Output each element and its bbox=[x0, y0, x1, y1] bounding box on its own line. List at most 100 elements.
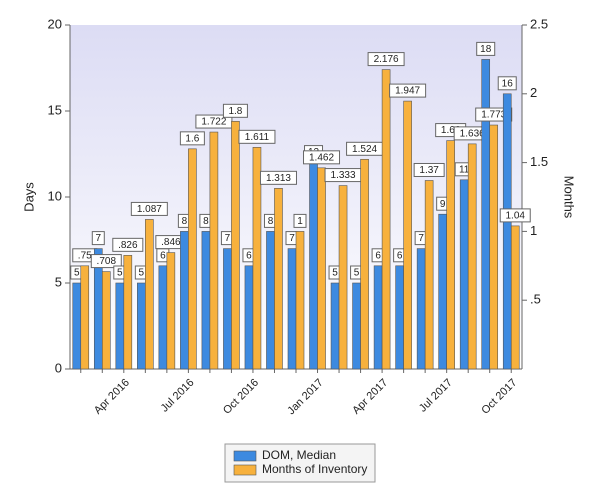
bar bbox=[424, 180, 434, 370]
legend bbox=[224, 443, 376, 483]
bar bbox=[231, 121, 240, 370]
data-label: 1.333 bbox=[331, 170, 356, 181]
data-label: 1 bbox=[297, 216, 303, 227]
bar bbox=[403, 100, 412, 370]
bar bbox=[287, 248, 297, 370]
data-label-box bbox=[238, 129, 276, 144]
bar bbox=[180, 231, 189, 370]
bar bbox=[395, 265, 404, 370]
data-label: 7 bbox=[225, 233, 231, 244]
data-label-box bbox=[90, 254, 122, 269]
bar bbox=[338, 185, 348, 370]
y-tick-label: 0 bbox=[55, 360, 62, 375]
data-label-box bbox=[91, 231, 105, 246]
data-label: 1.37 bbox=[419, 165, 439, 176]
data-label-box bbox=[179, 131, 205, 146]
data-label: .826 bbox=[118, 240, 138, 251]
data-label: 7 bbox=[289, 233, 295, 244]
y2-tick-label: 2.5 bbox=[530, 16, 548, 31]
data-label: 1.462 bbox=[309, 152, 334, 163]
data-label: .846 bbox=[161, 237, 181, 248]
bar bbox=[459, 179, 469, 370]
data-label: 1.773 bbox=[481, 110, 506, 121]
data-label: 2.176 bbox=[374, 54, 399, 65]
data-label: .708 bbox=[97, 256, 117, 267]
bar bbox=[295, 231, 305, 370]
bar bbox=[166, 252, 176, 370]
bar bbox=[209, 131, 219, 370]
bar bbox=[309, 162, 318, 370]
bar bbox=[252, 147, 262, 370]
data-label: 1.524 bbox=[352, 144, 377, 155]
bar bbox=[80, 265, 90, 370]
data-label: 1.947 bbox=[395, 86, 420, 97]
data-label: 7 bbox=[96, 233, 102, 244]
data-label: 1.8 bbox=[228, 106, 242, 117]
data-label: 1.636 bbox=[460, 129, 485, 140]
data-label: 5 bbox=[74, 268, 80, 279]
y2-tick-label: 1.5 bbox=[530, 154, 548, 169]
data-label: 6 bbox=[397, 250, 403, 261]
x-tick-label: Jul 2016 bbox=[159, 377, 197, 415]
data-label-box bbox=[367, 52, 405, 67]
data-label-box bbox=[475, 107, 513, 122]
data-label: 8 bbox=[268, 216, 274, 227]
y2-tick-label: 2 bbox=[530, 85, 537, 100]
data-label-box bbox=[497, 76, 517, 91]
data-label: 16 bbox=[502, 78, 514, 89]
data-label: 1.611 bbox=[245, 132, 270, 143]
legend-swatch bbox=[233, 464, 257, 476]
bar bbox=[438, 213, 447, 370]
x-tick-label: Jan 2017 bbox=[285, 377, 325, 417]
bar bbox=[274, 188, 283, 370]
bar bbox=[123, 255, 133, 370]
bar bbox=[266, 231, 275, 370]
bar bbox=[145, 219, 154, 370]
data-label-box bbox=[293, 213, 307, 228]
data-label: 8 bbox=[182, 216, 188, 227]
bar bbox=[502, 93, 512, 370]
y-tick-label: 15 bbox=[48, 102, 62, 117]
bar bbox=[510, 225, 520, 370]
legend-swatch bbox=[233, 450, 257, 462]
bar bbox=[416, 248, 426, 370]
data-label-box bbox=[476, 41, 496, 56]
data-label: .75 bbox=[78, 250, 92, 261]
y-tick-label: 20 bbox=[48, 16, 62, 31]
y-axis-title: Days bbox=[21, 182, 36, 212]
bar bbox=[115, 282, 125, 370]
data-label-box bbox=[130, 201, 168, 216]
bar bbox=[446, 140, 455, 370]
data-label: 6 bbox=[160, 250, 166, 261]
bar bbox=[137, 282, 146, 370]
data-label: 18 bbox=[480, 44, 492, 55]
x-tick-label: Oct 2016 bbox=[221, 377, 261, 417]
data-label-box bbox=[303, 150, 341, 165]
legend-label: Months of Inventory bbox=[262, 462, 367, 476]
data-label: 1.04 bbox=[506, 211, 526, 222]
legend-label: DOM, Median bbox=[262, 448, 336, 462]
data-label: 7 bbox=[418, 233, 424, 244]
y2-tick-label: 1 bbox=[530, 223, 537, 238]
data-label-box bbox=[389, 83, 427, 98]
x-tick-label: Apr 2017 bbox=[350, 377, 390, 417]
x-tick-label: Jul 2017 bbox=[417, 377, 455, 415]
x-tick-label: Apr 2016 bbox=[92, 377, 132, 417]
bar bbox=[352, 282, 361, 370]
data-label: 9 bbox=[440, 199, 446, 210]
bar bbox=[481, 59, 491, 370]
data-label-box bbox=[112, 237, 144, 252]
bar bbox=[489, 124, 499, 370]
bar bbox=[317, 167, 326, 370]
y2-tick-label: .5 bbox=[530, 292, 541, 307]
y2-axis-title: Months bbox=[562, 176, 577, 219]
data-label-box bbox=[499, 208, 531, 223]
x-tick-label: Oct 2017 bbox=[479, 377, 519, 417]
bar bbox=[188, 148, 197, 370]
bar bbox=[244, 265, 254, 370]
bar bbox=[330, 282, 340, 370]
bar bbox=[373, 265, 383, 370]
data-label-box bbox=[413, 162, 445, 177]
bar bbox=[223, 248, 232, 370]
